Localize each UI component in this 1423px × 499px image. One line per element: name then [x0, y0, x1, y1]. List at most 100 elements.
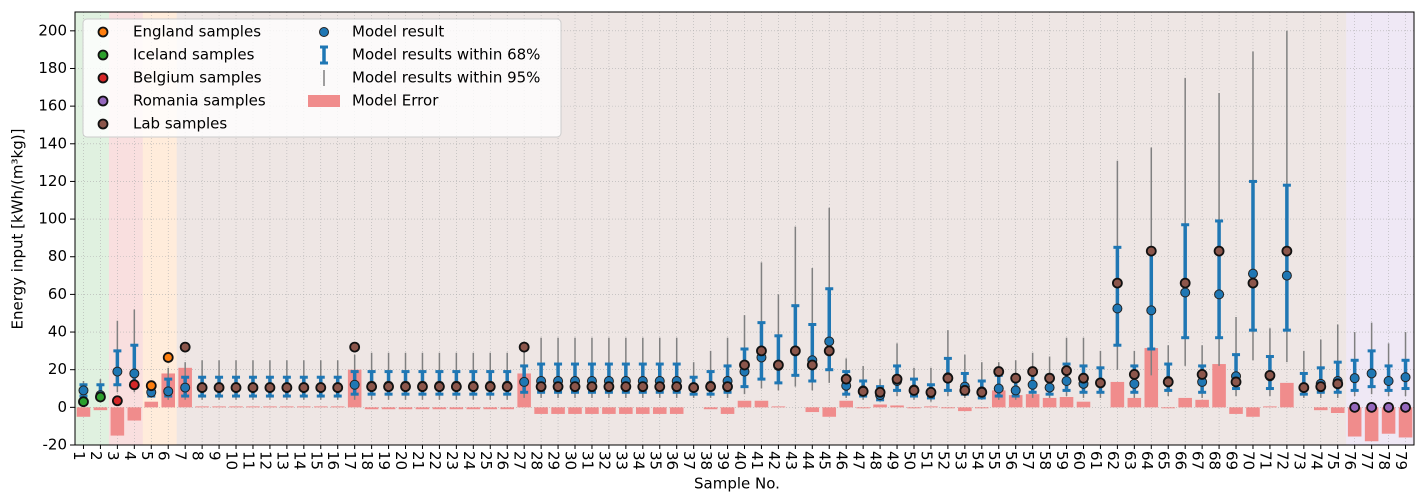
- x-tick-label: 9: [206, 451, 224, 461]
- sample-point: [959, 385, 971, 396]
- sample-point: [196, 382, 208, 393]
- sample-point: [688, 382, 700, 393]
- error-bar: [805, 407, 820, 413]
- sample-point: [671, 381, 683, 393]
- x-tick-label: 66: [1172, 451, 1190, 470]
- x-tick-label: 43: [782, 451, 800, 470]
- error-bar: [652, 407, 667, 414]
- model-point: [1129, 378, 1140, 389]
- error-bar: [585, 407, 599, 414]
- x-tick-label: 71: [1256, 451, 1274, 470]
- sample-point: [1078, 372, 1089, 384]
- y-axis-label: Energy input [kWh/(m³kg)]: [9, 129, 27, 330]
- x-tick-label: 65: [1155, 451, 1173, 470]
- sample-point: [1400, 401, 1411, 413]
- error-bar: [1246, 407, 1260, 417]
- error-bar: [415, 407, 430, 410]
- error-bar: [754, 400, 769, 408]
- error-bar: [534, 407, 548, 414]
- x-tick-label: 73: [1290, 451, 1308, 470]
- sample-point: [840, 373, 852, 385]
- sample-point: [823, 345, 835, 357]
- error-bar: [941, 407, 955, 409]
- x-tick-label: 59: [1053, 451, 1071, 470]
- legend-label: England samples: [133, 23, 261, 41]
- x-tick-label: 33: [612, 451, 630, 470]
- y-tick-label: 0: [57, 398, 67, 416]
- x-tick-label: 19: [375, 451, 393, 470]
- y-tick-label: 80: [48, 247, 67, 265]
- sample-point: [586, 381, 598, 393]
- x-tick-label: 40: [731, 451, 749, 470]
- error-bar: [1042, 397, 1057, 408]
- error-bar: [771, 406, 786, 408]
- error-bar: [1059, 396, 1074, 408]
- sample-point: [383, 381, 394, 393]
- error-bar: [212, 406, 226, 408]
- sample-point: [450, 381, 462, 393]
- x-tick-label: 27: [511, 451, 529, 470]
- sample-point: [976, 386, 988, 398]
- x-tick-label: 61: [1087, 451, 1105, 470]
- error-bar: [1195, 399, 1209, 408]
- model-point: [1146, 305, 1157, 316]
- sample-point: [349, 341, 361, 353]
- sample-point: [993, 366, 1005, 377]
- x-tick-label: 49: [884, 451, 902, 470]
- x-tick-label: 52: [934, 451, 952, 470]
- x-tick-label: 58: [1036, 451, 1054, 470]
- sample-point: [705, 381, 717, 393]
- error-bar: [398, 407, 413, 410]
- error-bar: [1263, 406, 1277, 408]
- error-bar: [619, 407, 633, 414]
- error-bar: [636, 407, 650, 414]
- sample-point: [366, 381, 378, 393]
- error-bar: [958, 407, 972, 412]
- legend-marker: [319, 27, 329, 37]
- legend-marker: [308, 95, 340, 107]
- x-tick-label: 47: [850, 451, 868, 470]
- x-tick-label: 70: [1239, 451, 1257, 470]
- legend-label: Belgium samples: [133, 69, 262, 87]
- sample-point: [247, 382, 259, 393]
- sample-point: [620, 381, 632, 393]
- error-bar: [720, 407, 735, 414]
- sample-point: [1044, 372, 1055, 384]
- error-bar: [483, 407, 498, 410]
- error-bar: [1364, 407, 1379, 442]
- legend-marker: [97, 118, 109, 130]
- sample-point: [1349, 401, 1361, 413]
- model-point: [78, 385, 89, 396]
- sample-point: [145, 380, 157, 392]
- sample-point: [552, 381, 564, 393]
- sample-point: [332, 382, 344, 393]
- x-tick-label: 51: [917, 451, 935, 470]
- y-tick-label: 200: [38, 21, 67, 39]
- x-tick-label: 50: [900, 451, 918, 470]
- x-tick-label: 63: [1121, 451, 1139, 470]
- sample-point: [78, 396, 89, 408]
- ci68-bar: [774, 334, 783, 385]
- error-bar: [924, 406, 938, 408]
- sample-point: [1095, 377, 1106, 389]
- error-bar: [839, 400, 853, 408]
- model-point: [993, 383, 1004, 394]
- error-bar: [297, 406, 311, 408]
- sample-point: [1179, 277, 1191, 289]
- y-tick-label: 60: [48, 285, 67, 303]
- x-tick-label: 48: [867, 451, 885, 470]
- legend-marker: [97, 95, 109, 107]
- error-bar: [1280, 382, 1294, 408]
- error-bar: [907, 407, 921, 409]
- x-tick-label: 72: [1273, 451, 1291, 470]
- model-point: [1400, 372, 1411, 383]
- x-tick-label: 34: [629, 451, 647, 470]
- x-tick-label: 7: [172, 451, 190, 461]
- error-bar: [1330, 407, 1345, 413]
- sample-point: [908, 385, 920, 396]
- sample-point: [1111, 277, 1123, 289]
- x-tick-label: 60: [1070, 451, 1088, 470]
- sample-point: [603, 381, 615, 393]
- sample-point: [857, 385, 869, 397]
- legend-label: Romania samples: [133, 92, 266, 110]
